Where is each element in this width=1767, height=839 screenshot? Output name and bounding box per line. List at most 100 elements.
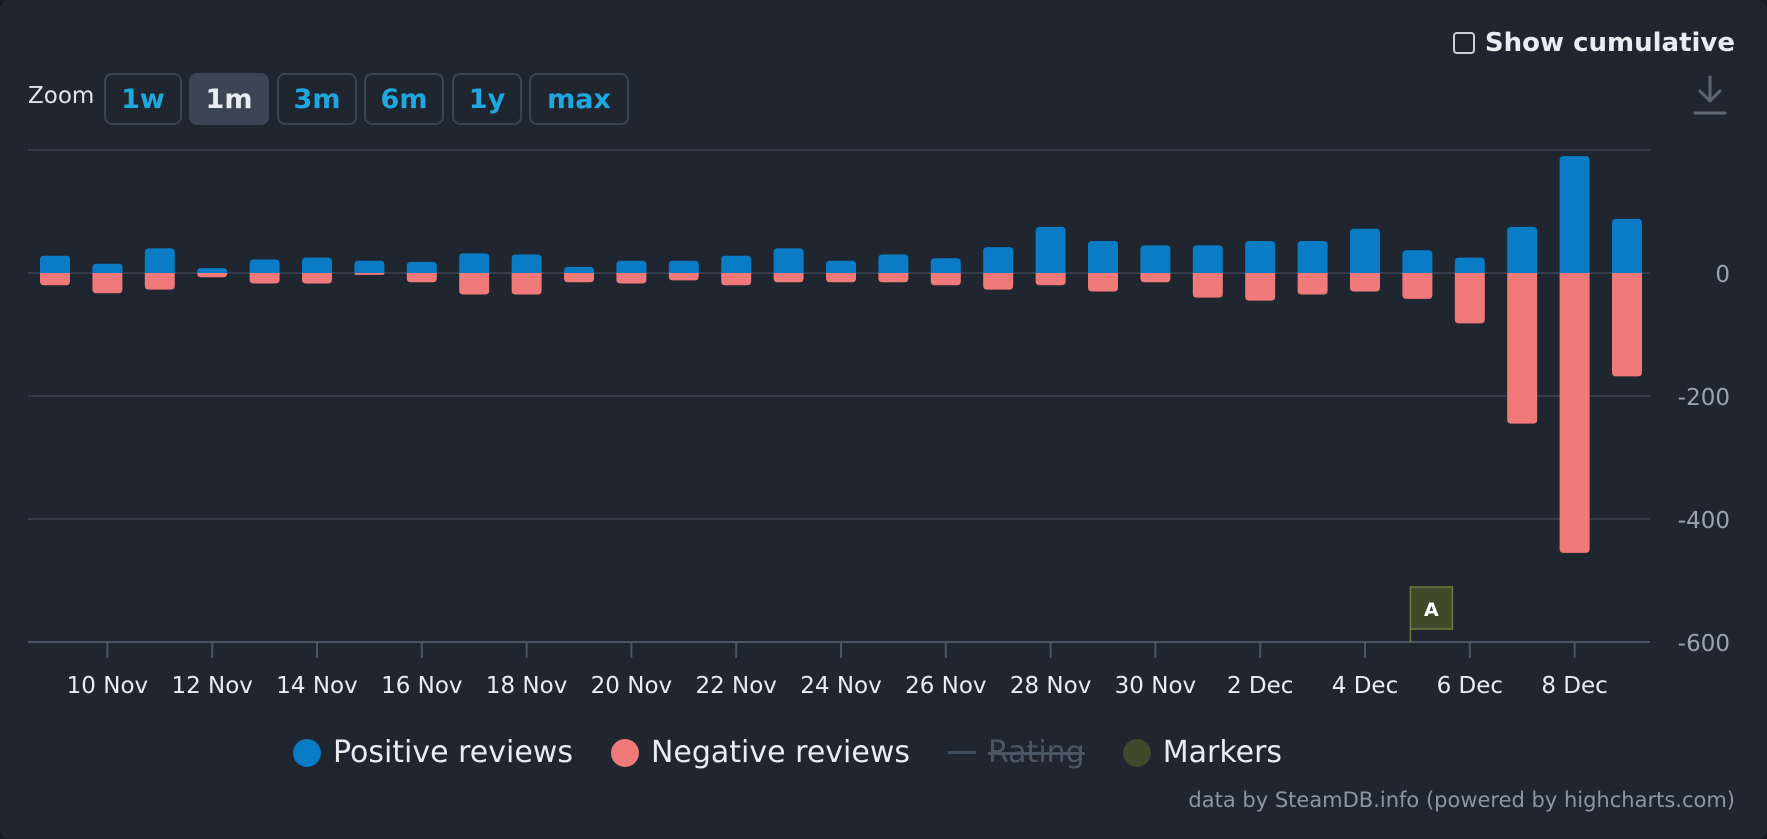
y-tick-label: -200 bbox=[1678, 385, 1730, 411]
legend-positive-label: Positive reviews bbox=[332, 735, 573, 770]
x-tick-label: 2 Dec bbox=[1227, 673, 1293, 699]
x-tick-label: 4 Dec bbox=[1332, 673, 1398, 699]
y-tick-label: -600 bbox=[1678, 631, 1730, 657]
negative-bar bbox=[668, 273, 699, 281]
negative-bar bbox=[92, 273, 123, 294]
x-tick-label: 14 Nov bbox=[276, 673, 357, 699]
negative-bar bbox=[564, 273, 594, 283]
negative-bar bbox=[1350, 273, 1380, 292]
negative-bar bbox=[1192, 273, 1223, 298]
positive-bar bbox=[354, 260, 385, 273]
negative-bar bbox=[721, 273, 752, 286]
x-tick-label: 26 Nov bbox=[905, 673, 986, 699]
positive-bar bbox=[930, 258, 961, 273]
legend-positive-dot bbox=[292, 738, 321, 767]
download-icon[interactable] bbox=[1692, 75, 1728, 117]
negative-bar bbox=[511, 273, 542, 295]
y-tick-label: -400 bbox=[1678, 508, 1730, 534]
positive-bar bbox=[249, 259, 280, 273]
positive-bar bbox=[668, 260, 699, 273]
legend-item-negative[interactable]: Negative reviews bbox=[610, 735, 910, 770]
legend-item-positive[interactable]: Positive reviews bbox=[292, 735, 573, 770]
negative-bar bbox=[406, 273, 437, 283]
legend-negative-label: Negative reviews bbox=[650, 735, 910, 770]
negative-bar bbox=[1507, 273, 1538, 424]
x-tick-label: 8 Dec bbox=[1541, 673, 1607, 699]
credits-link[interactable]: data by SteamDB.info (powered by highcha… bbox=[1188, 788, 1735, 812]
positive-bar bbox=[1035, 226, 1066, 273]
positive-bar bbox=[1350, 228, 1380, 273]
positive-bar bbox=[1140, 245, 1171, 273]
positive-bar bbox=[144, 248, 175, 273]
x-tick-label: 18 Nov bbox=[486, 673, 567, 699]
checkbox-icon[interactable] bbox=[1452, 32, 1475, 54]
positive-bar bbox=[1088, 241, 1118, 273]
zoom-max-button[interactable]: max bbox=[529, 73, 629, 125]
negative-bar bbox=[1454, 273, 1485, 324]
negative-bar bbox=[1612, 273, 1642, 377]
x-tick-label: 20 Nov bbox=[591, 673, 672, 699]
legend-item-markers[interactable]: Markers bbox=[1122, 735, 1283, 770]
positive-bar bbox=[773, 248, 804, 273]
legend-markers-label: Markers bbox=[1162, 735, 1283, 770]
legend-rating-line bbox=[947, 751, 976, 754]
negative-bar bbox=[1402, 273, 1433, 299]
x-tick-label: 30 Nov bbox=[1115, 673, 1196, 699]
positive-bar bbox=[511, 254, 542, 273]
positive-bar bbox=[1192, 245, 1223, 273]
negative-bar bbox=[878, 273, 909, 283]
zoom-1y-button[interactable]: 1y bbox=[452, 73, 522, 125]
positive-bar bbox=[1454, 257, 1485, 273]
legend-negative-dot bbox=[610, 738, 639, 767]
positive-bar bbox=[302, 257, 332, 273]
show-cumulative-label: Show cumulative bbox=[1484, 28, 1735, 58]
negative-bar bbox=[144, 273, 175, 290]
negative-bar bbox=[773, 273, 804, 283]
positive-bar bbox=[616, 260, 647, 273]
zoom-6m-button[interactable]: 6m bbox=[364, 73, 444, 125]
positive-bar bbox=[1245, 241, 1276, 273]
x-tick-label: 10 Nov bbox=[67, 673, 148, 699]
grid-lines bbox=[28, 149, 1650, 643]
positive-bar bbox=[1402, 250, 1433, 273]
positive-bar bbox=[406, 261, 437, 273]
legend-item-rating[interactable]: Rating bbox=[947, 735, 1085, 770]
negative-bar bbox=[616, 273, 647, 284]
positive-bar bbox=[721, 255, 752, 273]
zoom-1m-button[interactable]: 1m bbox=[189, 73, 269, 125]
x-tick-label: 28 Nov bbox=[1010, 673, 1091, 699]
positive-bar bbox=[826, 260, 856, 273]
positive-bar bbox=[197, 268, 228, 273]
negative-bar bbox=[197, 273, 228, 278]
negative-bar bbox=[354, 273, 385, 275]
positive-bar bbox=[1559, 156, 1590, 273]
positive-bar bbox=[40, 255, 70, 273]
negative-bar bbox=[1245, 273, 1276, 301]
negative-bar bbox=[930, 273, 961, 286]
axes: 0 -200 -400 -600 10 Nov 12 Nov 14 Nov 16 Nov 18 … bbox=[67, 262, 1730, 699]
positive-bar bbox=[459, 253, 490, 273]
positive-bar bbox=[1297, 241, 1328, 273]
negative-bar bbox=[40, 273, 70, 286]
x-tick-label: 22 Nov bbox=[695, 673, 776, 699]
zoom-1w-button[interactable]: 1w bbox=[104, 73, 182, 125]
zoom-label: Zoom bbox=[28, 83, 95, 109]
positive-bar bbox=[983, 247, 1014, 273]
zoom-3m-button[interactable]: 3m bbox=[277, 73, 357, 125]
x-tick-label: 24 Nov bbox=[800, 673, 881, 699]
y-tick-label: 0 bbox=[1715, 262, 1730, 288]
positive-bar bbox=[92, 263, 123, 273]
x-tick-label: 6 Dec bbox=[1437, 673, 1503, 699]
legend: Positive reviews Negative reviews Rating… bbox=[0, 735, 1671, 770]
legend-rating-label: Rating bbox=[987, 735, 1085, 770]
show-cumulative-toggle[interactable]: Show cumulative bbox=[1452, 28, 1735, 58]
negative-bar bbox=[1140, 273, 1171, 283]
x-tick-label: 16 Nov bbox=[381, 673, 462, 699]
negative-bar bbox=[249, 273, 280, 284]
negative-bar bbox=[826, 273, 856, 283]
markers: A bbox=[1409, 586, 1454, 642]
marker-flag[interactable] bbox=[1409, 586, 1454, 630]
negative-bar bbox=[302, 273, 332, 284]
